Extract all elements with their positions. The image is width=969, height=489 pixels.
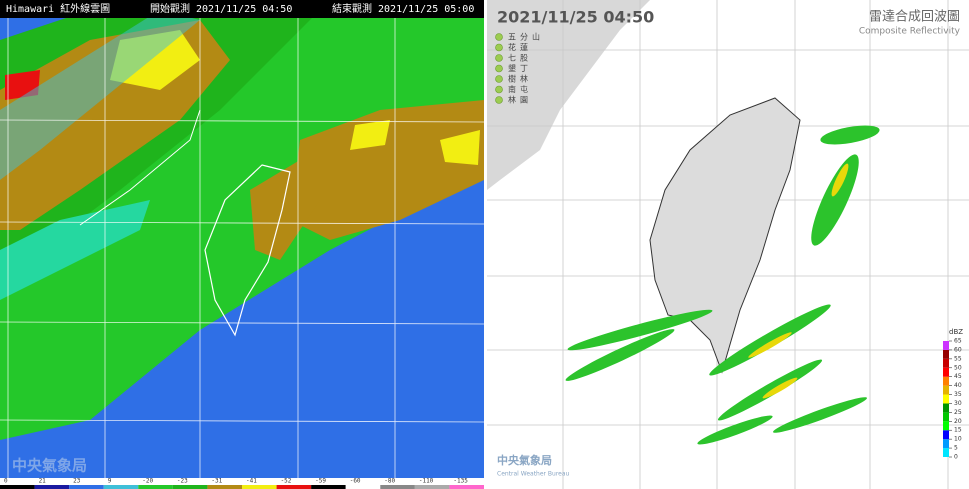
legend-tick-label: 60 xyxy=(954,346,962,353)
legend-tick-label: 25 xyxy=(954,409,962,416)
station-dot xyxy=(495,43,503,52)
station-dot xyxy=(495,75,503,83)
scale-label: -59 xyxy=(315,478,326,485)
station-dot xyxy=(495,64,503,73)
scale-swatch xyxy=(103,485,139,489)
scale-label: -23 xyxy=(177,478,188,485)
legend-tick-label: 65 xyxy=(954,338,962,345)
scale-label: -31 xyxy=(211,478,222,485)
scale-label: 9 xyxy=(108,478,112,485)
legend-swatch xyxy=(943,421,949,431)
station-dot xyxy=(495,33,503,41)
legend-swatch xyxy=(943,430,949,440)
scale-label: 23 xyxy=(73,478,81,485)
scale-swatch xyxy=(69,485,104,489)
scale-label: -20 xyxy=(142,478,153,485)
scale-label: 21 xyxy=(39,478,47,485)
scale-label: 0 xyxy=(4,478,8,485)
legend-swatch xyxy=(943,376,949,386)
legend-swatch xyxy=(943,403,949,413)
scale-bar xyxy=(0,478,484,489)
logo-en: Central Weather Bureau xyxy=(497,471,570,478)
legend-swatch xyxy=(943,385,949,395)
radar-panel: 2021/11/25 04:50 雷達合成回波圖 Composite Refle… xyxy=(487,0,969,489)
scale-swatch xyxy=(276,485,312,489)
legend-swatch xyxy=(943,341,949,350)
legend-tick-label: 15 xyxy=(954,427,962,434)
scale-label: -110 xyxy=(419,478,434,485)
radar-subtitle: Composite Reflectivity xyxy=(859,27,961,37)
scale-label: -135 xyxy=(453,478,468,485)
legend-tick-label: 0 xyxy=(954,454,958,461)
scale-label: -52 xyxy=(281,478,292,485)
end-time: 結束觀測 2021/11/25 05:00 xyxy=(332,2,474,15)
station-dot xyxy=(495,85,503,94)
station-name: 五分山 xyxy=(508,32,544,42)
scale-swatch xyxy=(207,485,242,489)
satellite-panel: Himawari 紅外線雲圖 開始觀測 2021/11/25 04:50 結束觀… xyxy=(0,0,485,489)
mainland xyxy=(487,0,650,190)
header-bar xyxy=(0,0,484,18)
station-name: 墾丁 xyxy=(508,63,532,73)
scale-label: -60 xyxy=(350,478,361,485)
scale-swatch xyxy=(138,485,173,489)
legend-tick-label: 30 xyxy=(954,400,962,407)
scale-swatch xyxy=(414,485,450,489)
legend-swatch xyxy=(943,349,949,359)
legend-tick-label: 20 xyxy=(954,418,962,425)
coastline xyxy=(204,164,291,337)
station-name: 花蓮 xyxy=(508,42,532,52)
cloud-band xyxy=(0,200,150,300)
scale-swatch xyxy=(449,485,484,489)
scale-swatch xyxy=(0,485,35,489)
scale-swatch xyxy=(345,485,381,489)
legend-swatch xyxy=(943,448,949,457)
legend-swatch xyxy=(943,439,949,449)
cloud-band xyxy=(290,100,484,240)
radar-time: 2021/11/25 04:50 xyxy=(497,8,654,27)
scale-swatch xyxy=(242,485,277,489)
legend-tick-label: 55 xyxy=(954,355,962,362)
legend-swatch xyxy=(943,412,949,422)
radar-cores xyxy=(748,163,849,399)
scale-label: -80 xyxy=(384,478,395,485)
logo: 中央氣象局 xyxy=(497,453,552,467)
scale-swatch xyxy=(380,485,415,489)
legend-tick-label: 50 xyxy=(954,364,962,371)
clear-band xyxy=(0,10,200,180)
scale-swatch xyxy=(172,485,208,489)
scale-swatch xyxy=(34,485,70,489)
legend-swatch xyxy=(943,358,949,368)
taiwan xyxy=(649,97,801,374)
lat-lon-grid xyxy=(0,18,485,478)
cloud-core xyxy=(440,130,480,165)
radar-title: 雷達合成回波圖 xyxy=(869,10,960,25)
radar-echoes xyxy=(565,125,880,445)
legend-tick-label: 45 xyxy=(954,373,962,380)
legend-tick-label: 5 xyxy=(954,445,958,452)
scale-swatch xyxy=(311,485,346,489)
legend-tick-label: 40 xyxy=(954,382,962,389)
satellite-title: Himawari 紅外線雲圖 xyxy=(6,2,110,15)
watermark: 中央氣象局 xyxy=(12,457,87,475)
legend-tick-label: 10 xyxy=(954,436,962,443)
cloud-core xyxy=(350,120,390,150)
station-name: 南屯 xyxy=(508,84,532,94)
scale-label: -41 xyxy=(246,478,257,485)
station-name: 林園 xyxy=(508,95,532,105)
legend-swatch xyxy=(943,367,949,377)
station-name: 七股 xyxy=(508,54,532,63)
legend-swatch xyxy=(943,394,949,404)
station-dot xyxy=(495,54,503,62)
start-time: 開始觀測 2021/11/25 04:50 xyxy=(150,2,292,15)
station-name: 樹林 xyxy=(508,74,532,84)
cloud-band xyxy=(250,160,320,260)
scale-labels: 0 21 23 9 -20 -23 -31 -41 -52 -59 -60 -80 -110 -135 xyxy=(0,478,484,489)
station-dot xyxy=(495,96,503,104)
legend-unit: dBZ xyxy=(949,328,963,336)
legend-tick-label: 35 xyxy=(954,391,962,398)
